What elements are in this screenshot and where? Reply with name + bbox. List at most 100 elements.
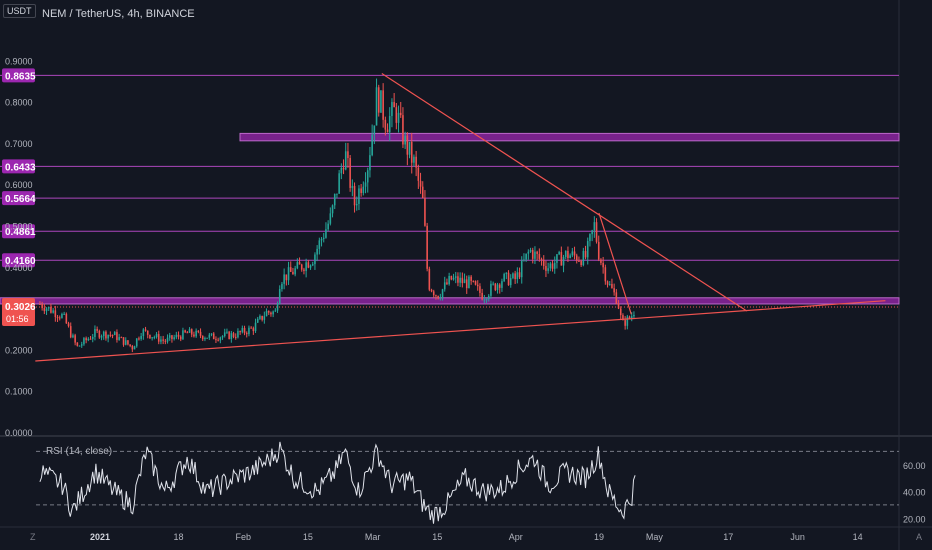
candle-body xyxy=(320,238,323,241)
candle-body xyxy=(215,339,217,341)
candle-body xyxy=(102,331,105,337)
current-price-label: 0.3026 xyxy=(5,302,36,313)
candle-body xyxy=(270,312,272,315)
candle-body xyxy=(527,251,530,254)
candle-body xyxy=(278,289,281,305)
candle-body xyxy=(221,336,224,338)
candle-body xyxy=(529,249,532,252)
price-axis-tick: 0.4000 xyxy=(5,263,33,273)
candle-body xyxy=(298,262,301,265)
candle-body xyxy=(404,135,406,145)
candle-body xyxy=(140,336,142,339)
candle-body xyxy=(615,292,618,304)
candle-body xyxy=(204,338,206,340)
candle-body xyxy=(219,337,222,341)
candle-body xyxy=(305,262,307,271)
candle-body xyxy=(505,272,508,275)
candle-body xyxy=(373,125,376,135)
candle-body xyxy=(43,308,46,312)
candle-body xyxy=(256,318,259,323)
candle-body xyxy=(496,284,499,291)
time-axis-tick: Jun xyxy=(790,532,805,542)
current-price-badge xyxy=(2,298,35,327)
candle-body xyxy=(399,112,402,116)
candle-body xyxy=(318,240,321,249)
candle-body xyxy=(441,289,444,298)
candle-body xyxy=(591,230,593,235)
time-axis-tick: Feb xyxy=(235,532,251,542)
price-series-layer xyxy=(39,78,635,353)
candle-body xyxy=(217,339,219,341)
candle-body xyxy=(567,250,569,259)
candle-body xyxy=(41,304,43,309)
candle-body xyxy=(450,275,453,280)
candle-body xyxy=(325,229,327,238)
candle-body xyxy=(586,241,589,258)
candle-body xyxy=(283,274,285,284)
candle-countdown-label: 01:56 xyxy=(6,314,29,324)
time-axis-tick: 17 xyxy=(723,532,733,542)
candle-body xyxy=(164,340,167,342)
candle-body xyxy=(472,280,475,282)
candle-body xyxy=(611,284,613,289)
candle-body xyxy=(210,333,213,335)
candle-body xyxy=(406,135,409,155)
candle-body xyxy=(362,186,365,193)
candle-body xyxy=(272,311,274,315)
candle-body xyxy=(56,317,59,319)
candle-body xyxy=(259,315,261,319)
candle-body xyxy=(133,346,136,350)
candle-body xyxy=(47,306,50,309)
candle-body xyxy=(311,264,314,266)
candle-body xyxy=(316,248,318,255)
candle-body xyxy=(267,310,270,313)
candle-body xyxy=(397,112,400,123)
candle-body xyxy=(292,271,294,275)
candle-body xyxy=(265,310,268,317)
price-axis-tick: 0.1000 xyxy=(5,387,33,397)
candle-body xyxy=(459,277,461,283)
candle-body xyxy=(105,331,107,339)
candle-body xyxy=(171,335,173,340)
candle-body xyxy=(419,180,422,187)
timezone-button[interactable]: Z xyxy=(30,532,36,542)
candle-body xyxy=(595,222,598,242)
candle-body xyxy=(448,275,450,285)
candle-body xyxy=(188,329,191,333)
candle-body xyxy=(402,115,404,145)
candle-body xyxy=(408,141,411,155)
candle-body xyxy=(296,262,299,269)
candle-body xyxy=(580,260,582,266)
candle-body xyxy=(349,158,351,188)
candle-body xyxy=(131,345,134,350)
candle-body xyxy=(261,315,263,320)
candle-body xyxy=(503,274,505,282)
candle-body xyxy=(113,332,116,336)
candle-body xyxy=(179,336,182,340)
candle-body xyxy=(184,330,186,333)
auto-scale-button[interactable]: A xyxy=(916,532,923,542)
candle-body xyxy=(386,129,389,133)
candle-body xyxy=(135,338,138,347)
candle-body xyxy=(72,335,74,338)
candle-body xyxy=(501,281,503,288)
candle-body xyxy=(153,337,156,339)
rsi-indicator-label[interactable]: RSI (14, close) xyxy=(46,446,113,457)
candle-body xyxy=(94,329,96,337)
candle-body xyxy=(120,337,123,339)
candle-body xyxy=(498,284,501,288)
candle-body xyxy=(481,292,483,300)
candle-body xyxy=(531,249,534,259)
candle-body xyxy=(410,141,413,163)
candle-body xyxy=(54,310,57,318)
candle-body xyxy=(483,299,486,301)
candle-body xyxy=(622,315,624,321)
candle-body xyxy=(149,334,151,339)
zone-layer xyxy=(0,132,900,305)
candle-body xyxy=(549,263,552,269)
candle-body xyxy=(556,254,558,263)
price-level-badge xyxy=(2,159,35,174)
candle-body xyxy=(485,299,488,301)
time-axis-tick: Apr xyxy=(509,532,523,542)
candle-body xyxy=(303,269,305,271)
